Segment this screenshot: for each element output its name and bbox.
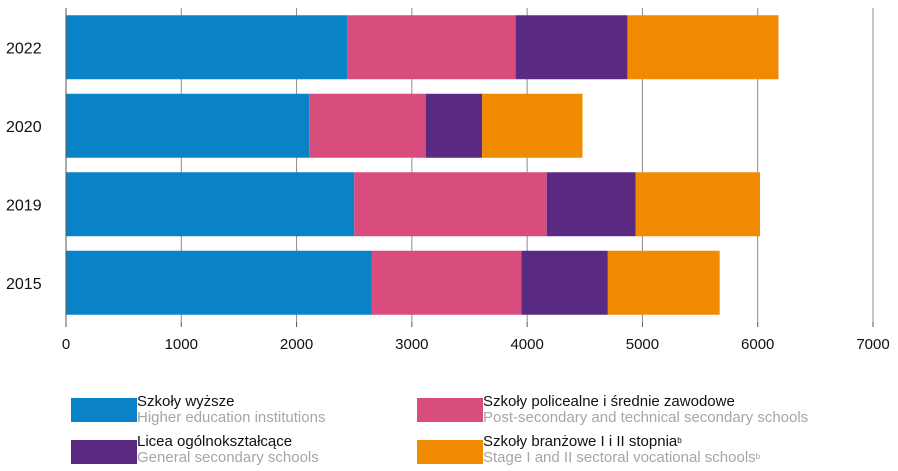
- legend-label-text: Szkoły branżowe I i II stopnia: [483, 433, 678, 450]
- x-tick-label: 3000: [395, 336, 428, 353]
- legend-swatch: [417, 398, 483, 422]
- bar-segment: [354, 172, 547, 237]
- bar-segment: [546, 172, 636, 237]
- bar-segment: [66, 172, 355, 237]
- bar-stacks: [66, 15, 779, 315]
- bar-segment: [635, 172, 761, 237]
- x-tick-label: 6000: [741, 336, 774, 353]
- legend-label-en: General secondary schools: [137, 449, 319, 466]
- legend-label-pl: Licea ogólnokształcące: [137, 433, 293, 450]
- bar-segment: [515, 15, 628, 80]
- footnote-marker: b: [677, 436, 682, 445]
- x-axis: 0 1000 2000 3000 4000 5000 6000 7000: [62, 322, 890, 353]
- bar-segment: [521, 250, 608, 315]
- x-tick-label: 1000: [165, 336, 198, 353]
- legend-label-pl: Szkoły policealne i średnie zawodowe: [483, 393, 735, 410]
- x-tick-label: 0: [62, 336, 70, 353]
- bar-segment: [66, 250, 372, 315]
- bar-segment: [482, 93, 583, 158]
- legend-swatch: [71, 398, 137, 422]
- legend-label-en: Post-secondary and technical secondary s…: [483, 409, 809, 426]
- x-tick-label: 5000: [626, 336, 659, 353]
- legend: Szkoły wyższe Higher education instituti…: [0, 390, 898, 471]
- legend-label-text: Stage I and II sectoral vocational schoo…: [483, 449, 756, 466]
- bar-segment: [371, 250, 522, 315]
- x-tick-label: 7000: [856, 336, 889, 353]
- legend-label-pl: Szkoły wyższe: [137, 393, 235, 410]
- bar-segment: [347, 15, 516, 80]
- y-tick-label: 2022: [6, 40, 42, 57]
- bar-segment: [607, 250, 720, 315]
- x-tick-label: 2000: [280, 336, 313, 353]
- bar-segment: [66, 15, 348, 80]
- y-tick-label: 2019: [6, 197, 42, 214]
- y-axis: 2022 2020 2019 2015: [6, 8, 67, 322]
- x-tick-label: 4000: [510, 336, 543, 353]
- y-tick-label: 2020: [6, 119, 42, 136]
- legend-label-pl: Szkoły branżowe I i II stopniab: [483, 434, 682, 450]
- footnote-marker: b: [755, 452, 761, 461]
- y-tick-label: 2015: [6, 276, 42, 293]
- bar-segment: [309, 93, 426, 158]
- chart-plot: 2022 2020 2019 2015 0 1000 2000 3000 4000 5000 60…: [6, 8, 890, 353]
- bar-segment: [66, 93, 310, 158]
- legend-label-en: Stage I and II sectoral vocational schoo…: [483, 450, 760, 466]
- legend-label-en: Higher education institutions: [137, 409, 326, 426]
- bar-segment: [627, 15, 779, 80]
- legend-swatch: [71, 440, 137, 464]
- legend-swatch: [417, 440, 483, 464]
- bar-segment: [425, 93, 483, 158]
